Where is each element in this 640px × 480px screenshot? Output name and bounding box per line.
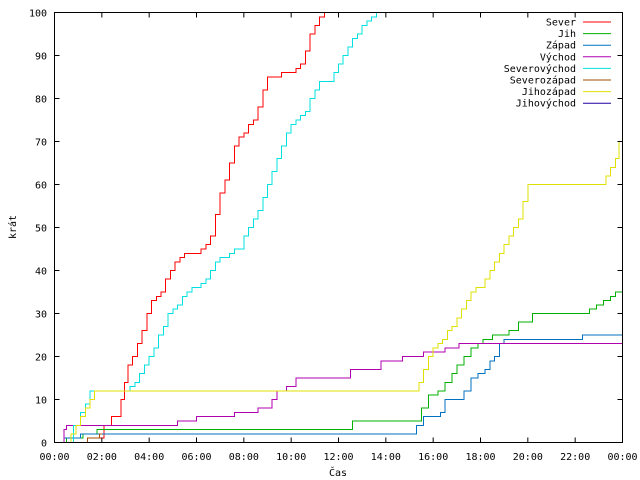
x-tick-label: 12:00 — [323, 452, 353, 463]
y-axis-label: krát — [7, 215, 19, 239]
x-tick-label: 02:00 — [87, 452, 117, 463]
x-axis-label: Čas — [329, 466, 347, 479]
y-tick-label: 90 — [35, 52, 47, 63]
axes-layer: 00:00 02:00 04:00 06:00 08:00 10:00 12:00 14:00… — [29, 9, 638, 464]
x-tick-label: 06:00 — [181, 452, 211, 463]
x-tick-label: 18:00 — [465, 452, 495, 463]
y-tick-label: 50 — [35, 224, 47, 235]
y-tick-label: 60 — [35, 181, 47, 192]
y-tick-label: 0 — [41, 439, 47, 450]
x-tick-label: 10:00 — [276, 452, 306, 463]
legend-label: Západ — [546, 40, 576, 52]
y-tick-label: 10 — [35, 396, 47, 407]
x-tick-label: 04:00 — [134, 452, 164, 463]
x-tick-label: 22:00 — [560, 452, 590, 463]
legend-label: Sever — [546, 18, 576, 29]
series-line-4 — [54, 343, 623, 443]
legend-label: Jihovýchod — [516, 98, 576, 110]
legend-label: Jih — [558, 29, 576, 40]
y-tick-label: 40 — [35, 267, 47, 278]
series-line-5 — [54, 12, 377, 443]
legend-label: Severozápad — [510, 75, 576, 87]
series-line-1 — [87, 12, 325, 443]
y-tick-label: 70 — [35, 138, 47, 149]
series-line-2 — [54, 291, 623, 443]
x-tick-label: 08:00 — [229, 452, 259, 463]
y-tick-label: 20 — [35, 353, 47, 364]
y-tick-label: 80 — [35, 95, 47, 106]
x-tick-label: 00:00 — [39, 452, 69, 463]
y-tick-label: 30 — [35, 310, 47, 321]
legend-label: Východ — [540, 51, 576, 63]
legend: SeverJihZápadVýchodSeverovýchodSeverozáp… — [504, 18, 611, 110]
legend-label: Jihozápad — [522, 86, 576, 98]
plot-frame — [54, 12, 623, 443]
x-tick-label: 20:00 — [513, 452, 543, 463]
x-tick-label: 00:00 — [607, 452, 637, 463]
series-line-3 — [54, 334, 623, 443]
legend-label: Severovýchod — [504, 63, 576, 75]
y-tick-label: 100 — [29, 9, 47, 20]
x-tick-label: 14:00 — [371, 452, 401, 463]
series-line-7 — [54, 128, 623, 443]
x-tick-label: 16:00 — [418, 452, 448, 463]
